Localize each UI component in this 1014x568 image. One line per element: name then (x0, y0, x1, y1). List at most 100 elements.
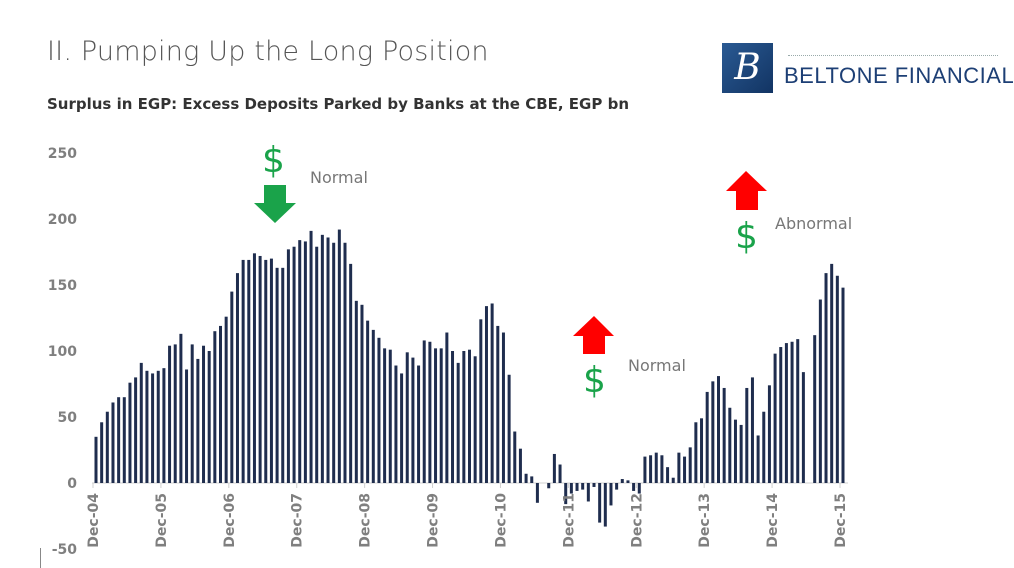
x-tick-label: Dec-11 (561, 493, 577, 548)
bar (134, 377, 138, 483)
x-tick-label: Dec-10 (493, 493, 509, 548)
bar (439, 348, 443, 483)
bar (394, 365, 398, 483)
bar (660, 455, 664, 483)
bar (586, 483, 590, 502)
bar (405, 352, 409, 483)
bar (564, 483, 568, 505)
bar (315, 246, 319, 483)
bar (530, 476, 534, 483)
bar (417, 365, 421, 483)
bar (649, 455, 653, 483)
chart-title: Surplus in EGP: Excess Deposits Parked b… (47, 95, 629, 113)
bar (111, 402, 115, 483)
bar (264, 259, 268, 483)
bar (179, 333, 183, 483)
bar (94, 436, 98, 483)
bar (575, 483, 579, 491)
bar (717, 376, 720, 483)
bar (224, 316, 228, 483)
x-tick-label: Dec-06 (222, 493, 238, 548)
bar (473, 356, 477, 483)
arrow-up-icon (573, 316, 614, 354)
bar (598, 483, 602, 523)
bar (666, 467, 670, 483)
bar (592, 483, 596, 487)
bar (654, 452, 658, 483)
bar (320, 234, 324, 483)
bar (479, 319, 483, 483)
bar (513, 431, 517, 483)
bar (281, 267, 285, 483)
y-tick-label: -50 (52, 542, 78, 558)
bar (688, 447, 692, 483)
bar (337, 229, 341, 483)
bar (456, 362, 460, 483)
bar (824, 273, 828, 483)
x-tick-label: Dec-15 (833, 493, 849, 548)
annotation-normal-2: Normal (628, 356, 686, 375)
bar (128, 382, 132, 483)
bar (383, 348, 387, 483)
y-tick-label: 200 (48, 212, 77, 228)
bar (252, 253, 256, 483)
logo-arabic-text (788, 47, 998, 56)
divider (40, 548, 41, 568)
bar (145, 370, 149, 483)
y-tick-label: 50 (58, 410, 78, 426)
bar (484, 306, 488, 483)
bar (767, 385, 771, 483)
bar (643, 456, 647, 483)
bar (801, 372, 805, 483)
bar (569, 483, 573, 494)
bar (507, 374, 511, 483)
bar (490, 303, 494, 483)
bar (496, 325, 500, 483)
x-tick-label: Dec-05 (154, 493, 170, 548)
bar (739, 424, 743, 483)
bar (162, 368, 166, 483)
beltone-logo: B BELTONE FINANCIAL (722, 43, 1014, 95)
bar (411, 357, 415, 483)
bar (428, 341, 432, 483)
bar (247, 259, 251, 483)
bar (796, 339, 800, 483)
bar (213, 331, 217, 483)
bar (451, 351, 455, 483)
arrow-up-icon (726, 171, 767, 210)
bar (422, 340, 426, 483)
y-tick-label: 250 (48, 146, 77, 162)
bar (518, 448, 522, 483)
bar (750, 377, 754, 483)
bar (711, 381, 715, 483)
bar (377, 337, 381, 483)
bar (524, 473, 528, 483)
bar (349, 263, 353, 483)
bar (105, 411, 109, 483)
y-tick-label: 150 (48, 278, 77, 294)
bar (671, 477, 675, 483)
bar (835, 275, 839, 483)
bar (745, 387, 749, 483)
bar (371, 329, 375, 483)
x-tick-label: Dec-04 (86, 493, 102, 548)
bar (366, 320, 370, 483)
bar (360, 304, 364, 483)
dollar-icon: $ (262, 140, 285, 181)
bar (700, 418, 704, 483)
bar (818, 299, 822, 483)
logo-mark: B (722, 43, 773, 93)
bar (501, 332, 505, 483)
bar (733, 419, 737, 483)
annotation-abnormal: Abnormal (775, 214, 853, 233)
bar (841, 287, 845, 483)
bar (298, 240, 302, 483)
bar (190, 344, 194, 483)
bar (683, 456, 687, 483)
bar (773, 353, 777, 483)
slide-title: II. Pumping Up the Long Position (47, 36, 489, 67)
bar (722, 387, 726, 483)
bar (326, 237, 330, 483)
bar (292, 246, 296, 483)
bar (286, 249, 290, 483)
